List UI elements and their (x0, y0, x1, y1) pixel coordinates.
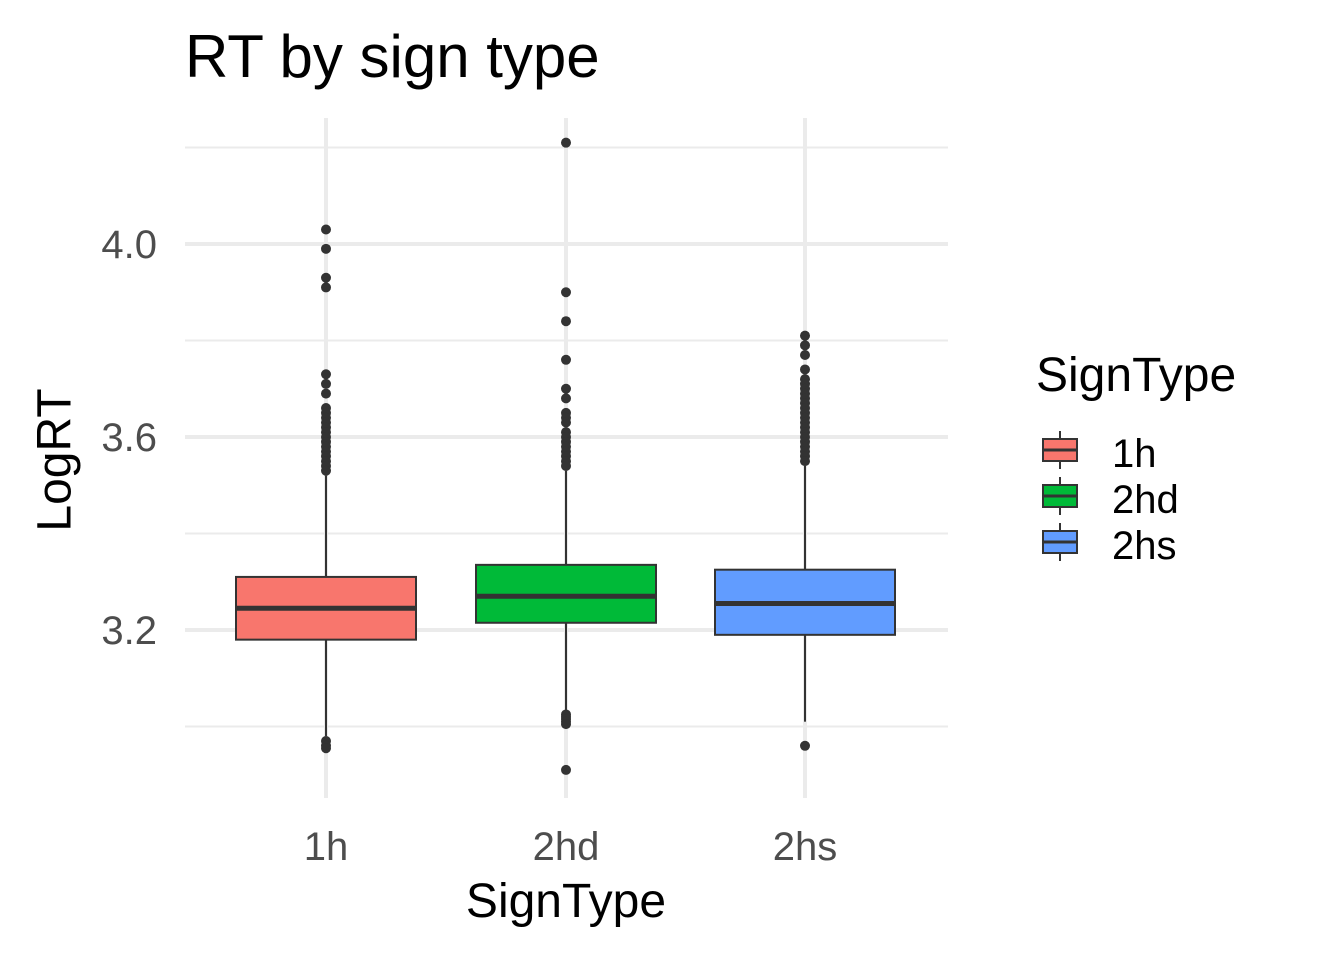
outlier-point (800, 364, 810, 375)
outlier-point (321, 388, 331, 399)
outlier-point (561, 137, 571, 148)
outlier-point (321, 282, 331, 293)
outlier-point (800, 740, 810, 751)
y-tick-label: 4.0 (101, 223, 157, 267)
outlier-point (561, 460, 571, 471)
outlier-point (561, 316, 571, 327)
x-tick-label: 1h (304, 825, 349, 869)
outlier-point (800, 349, 810, 360)
outlier-point (561, 383, 571, 394)
outlier-point (800, 330, 810, 341)
x-tick-label: 2hs (773, 825, 838, 869)
x-tick-label: 2hd (533, 825, 600, 869)
legend-title: SignType (1036, 349, 1237, 402)
outlier-point (321, 369, 331, 380)
outlier-point (321, 465, 331, 476)
outlier-point (561, 764, 571, 775)
legend-label: 2hd (1112, 478, 1179, 522)
outlier-point (561, 719, 571, 730)
outlier-point (321, 243, 331, 254)
outlier-point (321, 224, 331, 235)
legend-label: 2hs (1112, 524, 1177, 568)
outlier-point (321, 378, 331, 389)
outlier-point (561, 287, 571, 298)
chart-title: RT by sign type (185, 23, 600, 90)
y-tick-label: 3.6 (101, 416, 157, 460)
outlier-point (321, 272, 331, 283)
outlier-point (800, 340, 810, 351)
outlier-point (561, 354, 571, 365)
outlier-point (561, 393, 571, 404)
outlier-point (321, 743, 331, 754)
y-axis-title: LogRT (28, 388, 82, 532)
x-axis-title: SignType (465, 875, 667, 928)
outlier-point (800, 456, 810, 467)
y-tick-label: 3.2 (101, 609, 157, 653)
outlier-point (561, 417, 571, 428)
legend-label: 1h (1112, 432, 1157, 476)
